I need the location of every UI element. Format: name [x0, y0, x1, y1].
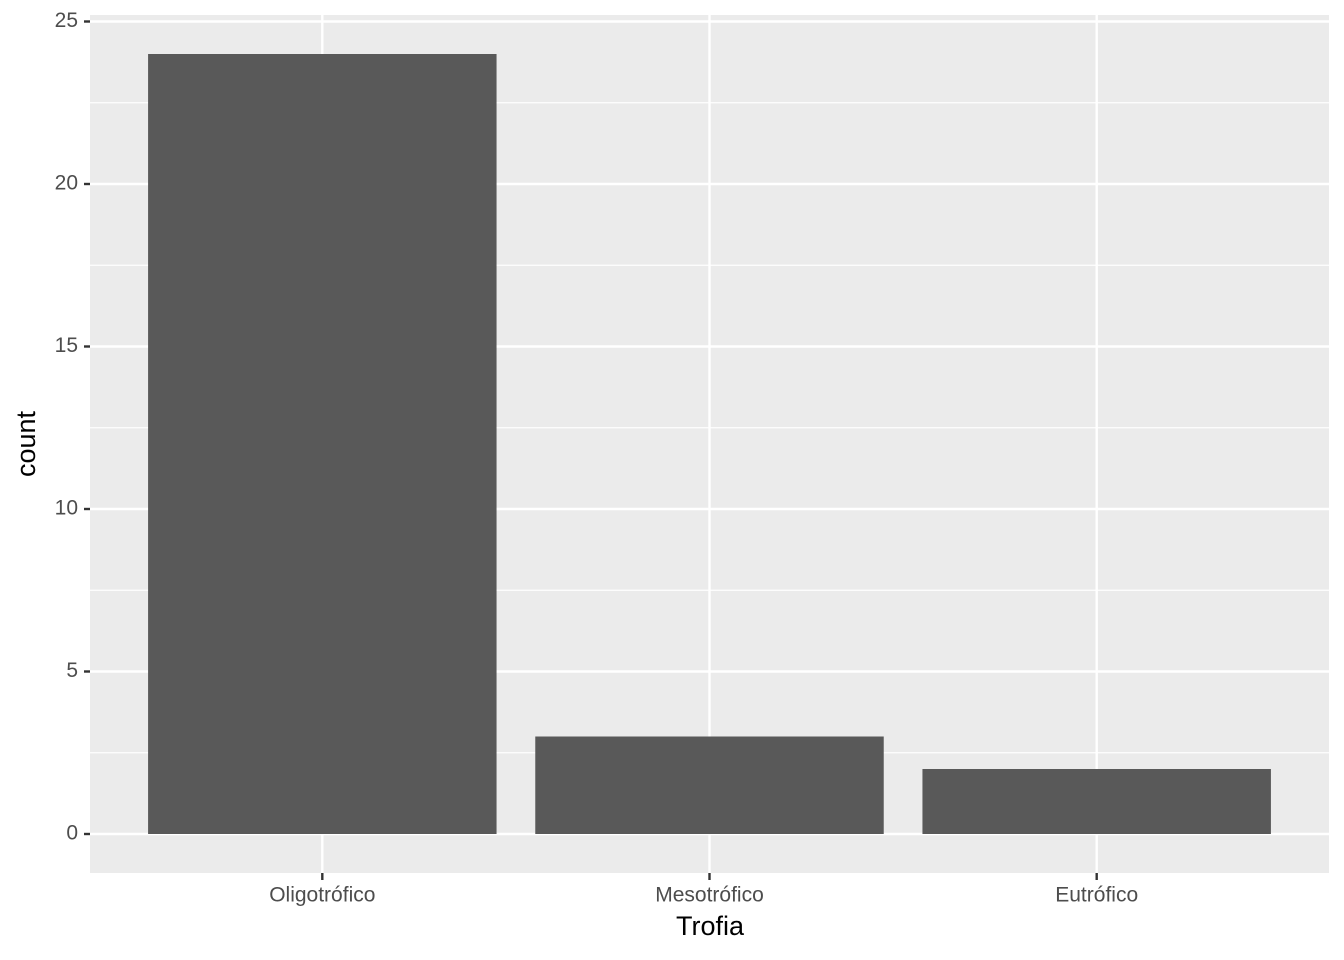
x-tick-label: Oligotrófico	[269, 884, 375, 907]
x-tick-label: Mesotrófico	[655, 884, 764, 907]
y-tick-label: 10	[55, 497, 78, 520]
bar	[535, 736, 884, 834]
x-axis-title: Trofia	[676, 911, 745, 941]
bar	[148, 54, 497, 834]
y-axis-title: count	[11, 410, 41, 477]
y-tick-label: 20	[55, 172, 78, 195]
bar	[922, 769, 1271, 834]
y-tick-label: 0	[66, 822, 78, 845]
y-tick-label: 25	[55, 9, 78, 32]
x-tick-label: Eutrófico	[1055, 884, 1138, 907]
y-tick-label: 15	[55, 334, 78, 357]
y-tick-label: 5	[66, 659, 78, 682]
